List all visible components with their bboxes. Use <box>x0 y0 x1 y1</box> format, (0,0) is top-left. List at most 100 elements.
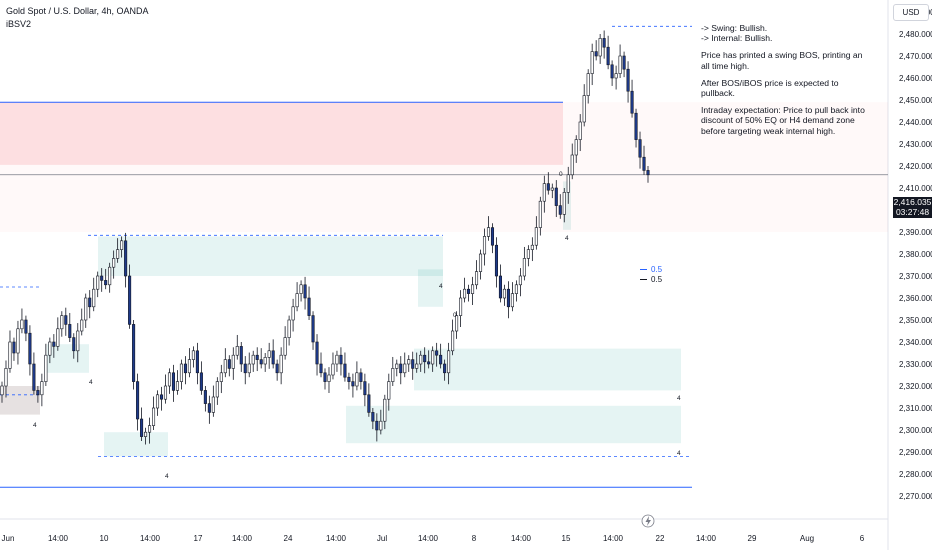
time-tick-label[interactable]: 29 <box>748 534 757 543</box>
price-tick-label[interactable]: 2,430.000 <box>899 140 932 149</box>
candle-bullish[interactable] <box>120 240 124 250</box>
candle-bullish[interactable] <box>279 354 283 374</box>
candle-bullish[interactable] <box>247 363 251 374</box>
candle-bearish[interactable] <box>494 244 499 277</box>
candle-bullish[interactable] <box>455 315 459 332</box>
candle-bullish[interactable] <box>151 407 156 426</box>
candle-bullish[interactable] <box>570 154 574 176</box>
candle-bullish[interactable] <box>463 288 467 299</box>
candle-bullish[interactable] <box>431 350 435 365</box>
candle-bearish[interactable] <box>558 205 562 215</box>
candle-bearish[interactable] <box>622 55 626 70</box>
candle-bullish[interactable] <box>582 95 586 123</box>
candle-bullish[interactable] <box>295 293 299 308</box>
candle-bullish[interactable] <box>379 420 383 431</box>
candle-bearish[interactable] <box>610 64 614 79</box>
candle-bearish[interactable] <box>140 418 144 437</box>
time-tick-label[interactable]: 22 <box>656 534 665 543</box>
candle-bearish[interactable] <box>72 337 76 352</box>
price-tick-label[interactable]: 2,270.000 <box>899 492 932 501</box>
candle-bullish[interactable] <box>96 275 100 290</box>
candle-bearish[interactable] <box>88 297 92 308</box>
candle-bullish[interactable] <box>335 354 339 365</box>
candle-bullish[interactable] <box>550 187 554 191</box>
candle-bearish[interactable] <box>646 170 650 176</box>
candle-bearish[interactable] <box>159 394 164 400</box>
candle-bearish[interactable] <box>546 183 550 191</box>
price-tick-label[interactable]: 2,290.000 <box>899 448 932 457</box>
candle-bullish[interactable] <box>526 249 530 259</box>
candle-bullish[interactable] <box>415 363 419 369</box>
candle-bullish[interactable] <box>538 200 542 228</box>
time-tick-label[interactable]: Aug <box>800 534 814 543</box>
price-tick-label[interactable]: 2,460.000 <box>899 74 932 83</box>
price-tick-label[interactable]: 2,350.000 <box>899 316 932 325</box>
candle-bullish[interactable] <box>614 73 618 79</box>
candle-bearish[interactable] <box>399 363 403 374</box>
candle-bullish[interactable] <box>574 139 578 156</box>
candle-bearish[interactable] <box>183 363 187 374</box>
time-tick-label[interactable]: 14:00 <box>140 534 161 543</box>
time-tick-label[interactable]: 6 <box>860 534 865 543</box>
candle-bearish[interactable] <box>323 372 327 382</box>
candle-bullish[interactable] <box>112 258 116 268</box>
candle-bullish[interactable] <box>590 51 594 74</box>
candle-bearish[interactable] <box>203 390 207 404</box>
candle-bullish[interactable] <box>56 328 60 347</box>
candle-bullish[interactable] <box>287 319 291 338</box>
candle-bullish[interactable] <box>530 244 534 250</box>
time-tick-label[interactable]: Jul <box>377 534 387 543</box>
candle-bullish[interactable] <box>163 385 168 400</box>
time-tick-label[interactable]: 8 <box>472 534 477 543</box>
candle-bullish[interactable] <box>562 192 566 215</box>
candle-bearish[interactable] <box>12 341 16 354</box>
candle-bearish[interactable] <box>642 156 646 171</box>
indicator-name[interactable]: iBSV2 <box>6 19 32 29</box>
candle-bearish[interactable] <box>630 90 634 114</box>
candle-bullish[interactable] <box>191 350 195 360</box>
candle-bullish[interactable] <box>447 350 451 374</box>
price-tick-label[interactable]: 2,410.000 <box>899 184 932 193</box>
candle-bearish[interactable] <box>239 346 243 365</box>
candle-bullish[interactable] <box>291 306 295 321</box>
time-tick-label[interactable]: Jun <box>2 534 15 543</box>
candle-bullish[interactable] <box>618 55 622 74</box>
candle-bullish[interactable] <box>223 359 227 374</box>
candle-bearish[interactable] <box>443 363 447 374</box>
candle-bullish[interactable] <box>251 354 255 365</box>
price-tick-label[interactable]: 2,480.000 <box>899 30 932 39</box>
candle-bullish[interactable] <box>84 297 88 321</box>
candle-bullish[interactable] <box>175 381 179 391</box>
candle-bearish[interactable] <box>490 227 495 246</box>
price-tick-label[interactable]: 2,440.000 <box>899 118 932 127</box>
candle-bearish[interactable] <box>207 403 211 413</box>
time-tick-label[interactable]: 24 <box>284 534 293 543</box>
price-tick-label[interactable]: 2,300.000 <box>899 426 932 435</box>
candle-bullish[interactable] <box>510 293 514 308</box>
time-tick-label[interactable]: 17 <box>194 534 203 543</box>
price-tick-label[interactable]: 2,360.000 <box>899 294 932 303</box>
candle-bullish[interactable] <box>215 381 219 398</box>
candle-bearish[interactable] <box>36 390 40 396</box>
candle-bullish[interactable] <box>48 341 52 356</box>
candle-bullish[interactable] <box>116 249 120 259</box>
candle-bullish[interactable] <box>8 341 12 369</box>
candle-bearish[interactable] <box>303 284 307 299</box>
candle-bearish[interactable] <box>104 280 108 286</box>
candle-bullish[interactable] <box>451 330 455 352</box>
time-tick-label[interactable]: 14:00 <box>511 534 532 543</box>
candle-bearish[interactable] <box>602 38 606 48</box>
candle-bullish[interactable] <box>40 381 44 396</box>
candle-bearish[interactable] <box>626 68 630 92</box>
candle-bullish[interactable] <box>327 374 331 382</box>
price-tick-label[interactable]: 2,420.000 <box>899 162 932 171</box>
candle-bullish[interactable] <box>522 258 526 277</box>
price-tick-label[interactable]: 2,310.000 <box>899 404 932 413</box>
candle-bearish[interactable] <box>28 332 32 365</box>
time-tick-label[interactable]: 14:00 <box>603 534 624 543</box>
candle-bearish[interactable] <box>363 381 367 396</box>
candle-bullish[interactable] <box>471 284 475 294</box>
candle-bullish[interactable] <box>155 394 160 409</box>
candle-bullish[interactable] <box>0 385 4 396</box>
